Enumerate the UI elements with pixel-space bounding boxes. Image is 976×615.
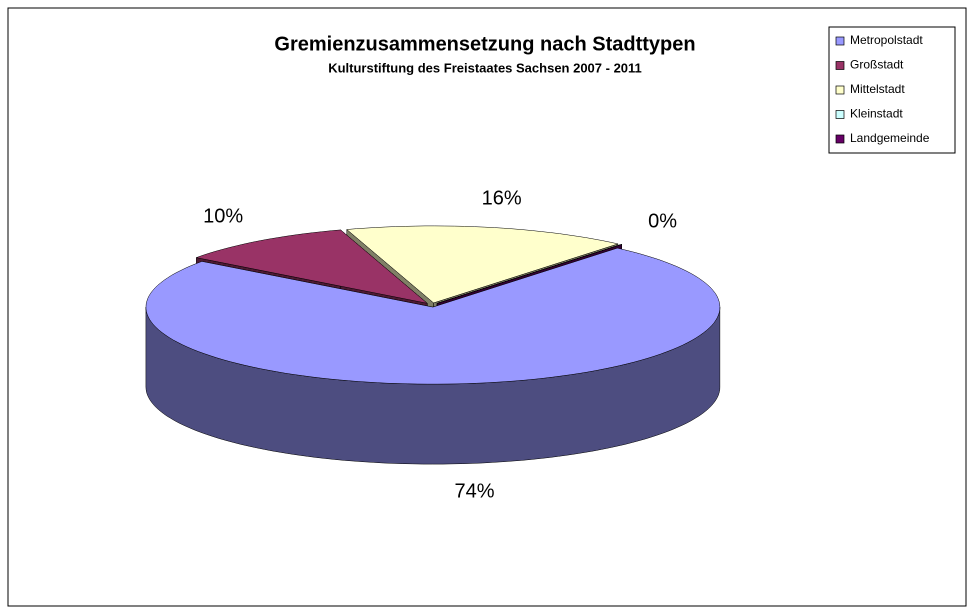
legend-label: Mittelstadt [850,82,905,96]
data-label: 0% [648,211,677,233]
data-label: 16% [482,188,522,210]
legend-swatch [835,61,845,70]
legend-label: Großstadt [850,58,904,72]
slice [437,244,622,304]
legend-swatch [835,110,845,119]
chart-subtitle: Kulturstiftung des Freistaates Sachsen 2… [328,60,642,75]
legend-label: Kleinstadt [850,107,903,121]
data-label: 10% [203,206,243,228]
legend-box [828,26,956,154]
data-label: 74% [454,480,494,502]
chart-title: Gremienzusammensetzung nach Stadttypen [274,33,695,55]
legend-swatch [835,134,845,144]
legend-swatch [835,36,845,46]
legend-label: Metropolstadt [850,33,923,47]
legend-swatch [835,85,845,95]
legend-label: Landgemeinde [850,131,930,145]
slice [145,247,721,385]
slice [195,229,429,304]
slice [346,225,619,304]
